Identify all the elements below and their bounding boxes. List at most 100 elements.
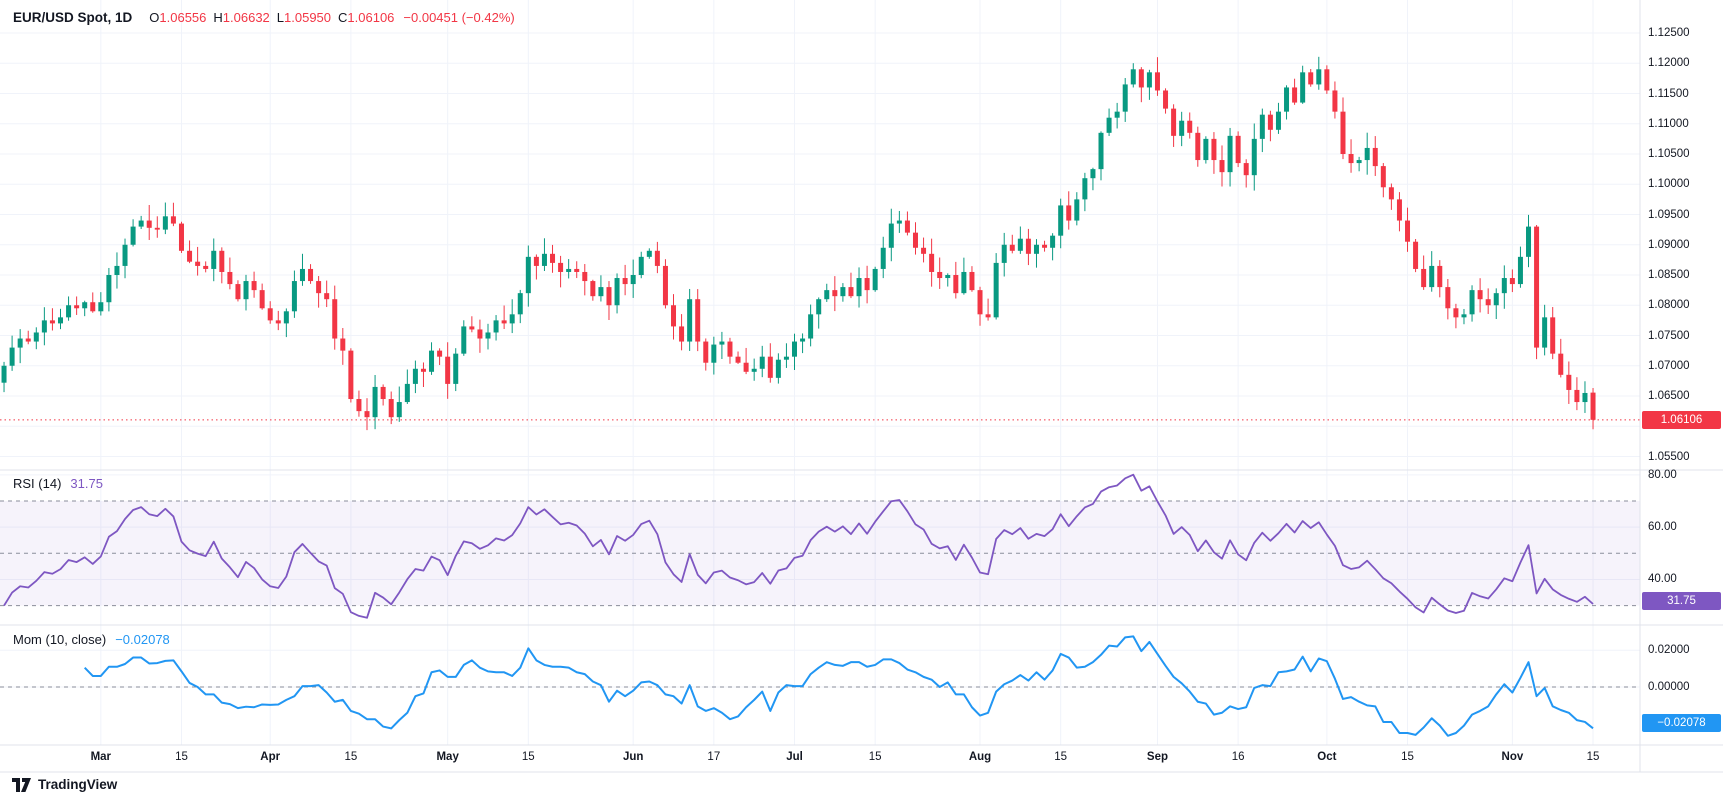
candle-body	[574, 268, 580, 272]
candle-body	[130, 226, 136, 245]
rsi-axis-label: 60.00	[1648, 521, 1677, 534]
rsi-legend[interactable]: RSI (14) 31.75	[13, 476, 103, 491]
candle-body	[283, 311, 289, 324]
candle-body	[1501, 278, 1507, 294]
candle-body	[90, 302, 96, 312]
candle-body	[1211, 138, 1217, 161]
last-price-badge: 1.06106	[1642, 411, 1721, 429]
candle-body	[533, 256, 539, 266]
candle-body	[872, 268, 878, 291]
candle-body	[848, 287, 854, 297]
candle-body	[219, 250, 225, 272]
candle-body	[1275, 111, 1281, 130]
candle-body	[646, 250, 652, 257]
candle-body	[1534, 226, 1540, 348]
candle-body	[1421, 268, 1427, 288]
momentum-axis-label: 0.02000	[1648, 644, 1690, 657]
momentum-legend[interactable]: Mom (10, close) −0.02078	[13, 632, 170, 647]
candle-body	[1509, 278, 1515, 285]
tradingview-brand-text: TradingView	[38, 777, 118, 792]
candle-body	[1259, 114, 1265, 139]
symbol-title[interactable]: EUR/USD Spot, 1D	[13, 10, 133, 25]
candle-body	[945, 275, 951, 279]
candle-body	[727, 341, 733, 357]
momentum-legend-title[interactable]: Mom (10, close)	[13, 632, 107, 647]
candle-body	[469, 326, 475, 330]
candle-body	[299, 268, 305, 282]
grid-layer	[0, 0, 1640, 745]
candle-body	[1405, 220, 1411, 242]
candle-body	[1316, 69, 1322, 85]
candle-body	[445, 356, 451, 384]
candle-body	[1348, 154, 1354, 164]
candle-body	[679, 326, 685, 342]
candle-body	[1590, 392, 1596, 420]
candle-body	[1388, 187, 1394, 200]
candle-body	[1227, 135, 1233, 173]
candle-body	[662, 265, 668, 306]
candle-body	[146, 220, 152, 228]
candle-body	[638, 256, 644, 275]
candle-body	[622, 278, 628, 285]
candle-body	[162, 216, 168, 230]
candle-body	[235, 284, 241, 300]
time-axis-day-label: 15	[1401, 751, 1414, 763]
price-axis-label: 1.07000	[1648, 359, 1690, 372]
candle-body	[66, 305, 72, 318]
candle-body	[1372, 147, 1378, 167]
candle-body	[1203, 138, 1209, 161]
price-axis-label: 1.11500	[1648, 87, 1689, 100]
candle-body	[1106, 117, 1112, 133]
price-axis-label: 1.06500	[1648, 390, 1690, 402]
ohlc-label: O	[149, 10, 160, 25]
candle-body	[558, 262, 564, 272]
candle-body	[251, 281, 257, 291]
candle-body	[1477, 290, 1483, 300]
candle-body	[961, 271, 967, 294]
candle-body	[816, 299, 822, 315]
rsi-band	[0, 500, 1640, 607]
candle-body	[687, 299, 693, 342]
candle-body	[896, 220, 902, 224]
ohlc-value: 1.06106	[347, 10, 395, 25]
time-axis-day-label: 15	[1054, 751, 1068, 763]
candle-body	[1356, 160, 1362, 164]
candle-body	[203, 265, 209, 269]
candle-body	[929, 253, 935, 272]
candle-body	[921, 247, 927, 254]
price-axis-label: 1.08500	[1648, 269, 1690, 281]
candle-body	[9, 347, 15, 366]
candle-body	[775, 359, 781, 378]
footer-branding[interactable]: TradingView	[12, 777, 117, 792]
ohlc-value: 1.06556	[159, 10, 207, 25]
candle-body	[259, 290, 265, 309]
candle-body	[1332, 90, 1338, 112]
ohlc-value: 1.06632	[222, 10, 270, 25]
candle-body	[74, 305, 80, 309]
rsi-legend-title[interactable]: RSI (14)	[13, 476, 62, 491]
candle-body	[695, 299, 701, 342]
candle-body	[719, 341, 725, 345]
candle-body	[396, 402, 402, 418]
candle-body	[316, 281, 322, 294]
candle-body	[1050, 235, 1056, 248]
momentum-line	[83, 635, 1594, 737]
symbol-legend[interactable]: EUR/USD Spot, 1D O1.06556 H1.06632 L1.05950…	[13, 10, 515, 25]
candle-body	[356, 399, 362, 412]
candle-body	[1001, 244, 1007, 263]
candle-body	[606, 287, 612, 306]
candle-body	[41, 320, 47, 333]
candle-body	[17, 338, 23, 348]
candle-body	[711, 344, 717, 363]
candle-body	[630, 275, 636, 285]
candle-body	[1, 365, 7, 383]
candle-body	[840, 287, 846, 297]
candle-body	[509, 314, 515, 324]
time-axis-month-label: Sep	[1146, 751, 1169, 763]
candle-body	[783, 356, 789, 360]
candle-body	[614, 278, 620, 306]
candle-body	[1396, 199, 1402, 221]
candle-body	[372, 386, 378, 418]
